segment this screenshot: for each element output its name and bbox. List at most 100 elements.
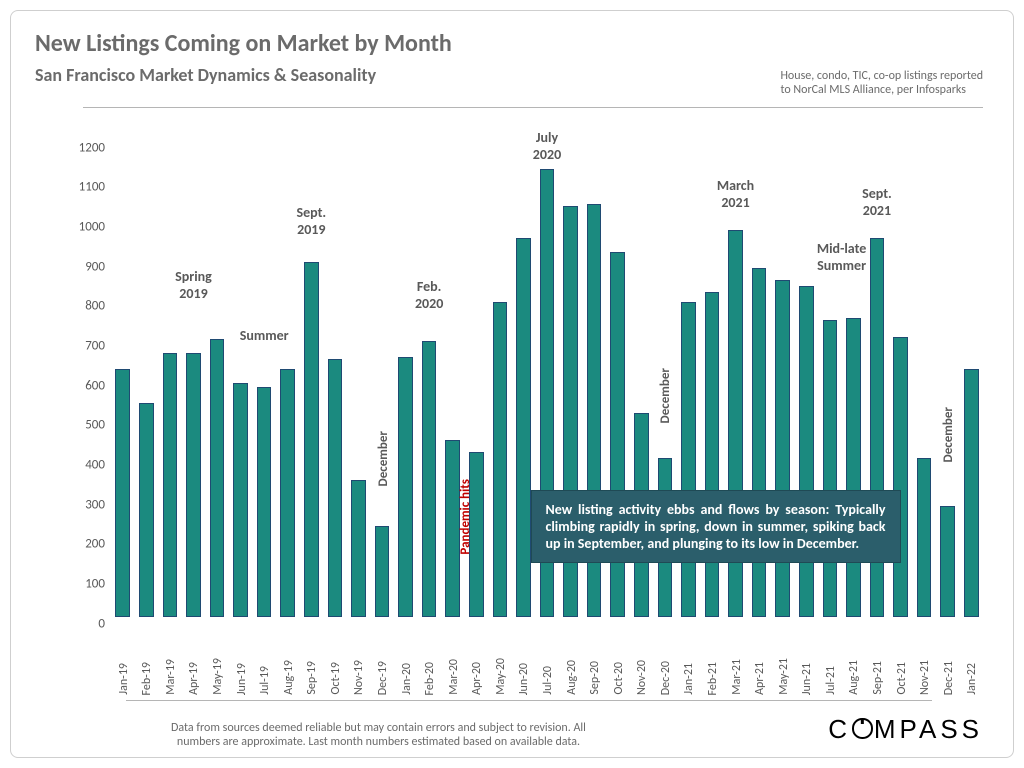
y-tick: 1000 [61,219,105,234]
annotation: Sept. 2021 [837,185,917,219]
y-tick: 0 [61,616,105,631]
x-label: Jan-21 [682,663,696,695]
annotation-rotated: December [376,431,391,486]
x-label: Mar-20 [447,659,461,695]
y-tick: 900 [61,259,105,274]
bar [681,302,696,617]
bar [398,357,413,617]
annotation: Summer [224,327,304,344]
compass-logo: CMPASS [828,714,983,745]
y-tick: 600 [61,378,105,393]
footer-rule [126,700,932,701]
source-note: House, condo, TIC, co-op listings report… [780,69,983,97]
x-label: Feb-21 [706,662,720,695]
annotation-rotated: December [941,407,956,462]
bar [186,353,201,617]
y-tick: 800 [61,299,105,314]
x-label: Jul-21 [824,666,838,695]
y-tick: 500 [61,418,105,433]
bar [917,458,932,617]
bar [139,403,154,617]
bar [823,320,838,618]
y-tick: 300 [61,497,105,512]
y-tick: 700 [61,338,105,353]
annotation: Mid-late Summer [802,240,882,274]
x-label: Feb-19 [140,662,154,695]
x-label: Feb-20 [423,662,437,695]
annotation: Sept. 2019 [271,204,351,238]
bar [257,387,272,617]
bar [163,353,178,617]
bar [799,286,814,617]
x-label: Mar-19 [164,659,178,695]
bar [304,262,319,617]
x-label: Jan-20 [400,663,414,695]
x-label: Aug-20 [565,660,579,695]
annotation: July 2020 [507,129,587,163]
bar [752,268,767,617]
bar [775,280,790,617]
bar [375,526,390,617]
y-tick: 200 [61,537,105,552]
x-label: Jun-20 [517,663,531,695]
bar [516,238,531,617]
x-label: Nov-21 [918,660,932,695]
chart-frame: New Listings Coming on Market by Month S… [10,10,1014,758]
annotation: Spring 2019 [153,268,233,302]
x-label: Apr-21 [753,662,767,695]
x-label: Apr-19 [187,662,201,695]
x-label: Aug-19 [282,660,296,695]
bar-chart: Jan-19Feb-19Mar-19Apr-19May-19Jun-19Jul-… [61,141,983,617]
plot-area: Jan-19Feb-19Mar-19Apr-19May-19Jun-19Jul-… [111,141,983,617]
bar [210,339,225,617]
bar [115,369,130,617]
x-label: Dec-19 [376,661,390,695]
bar [422,341,437,617]
x-label: Oct-20 [612,662,626,695]
y-tick: 100 [61,576,105,591]
x-label: Oct-19 [329,662,343,695]
bar [940,506,955,617]
x-label: Nov-20 [635,660,649,695]
y-tick: 1100 [61,180,105,195]
x-label: Aug-21 [847,660,861,695]
x-label: May-19 [211,658,225,695]
annotation: Feb. 2020 [389,278,469,312]
x-label: Jan-19 [117,663,131,695]
x-label: Jul-20 [541,666,555,695]
bar [233,383,248,617]
x-label: Jan-22 [965,663,979,695]
x-label: Dec-20 [659,661,673,695]
bar [846,318,861,617]
bar [280,369,295,617]
y-tick: 1200 [61,140,105,155]
x-label: Sep-19 [305,661,319,695]
x-label: Mar-21 [730,659,744,695]
x-label: Jul-19 [258,666,272,695]
annotation: March 2021 [696,177,776,211]
bar [964,369,979,617]
x-label: Apr-20 [470,662,484,695]
x-label: Oct-21 [895,662,909,695]
x-label: Sep-21 [871,661,885,695]
bar [328,359,343,617]
chart-title: New Listings Coming on Market by Month [35,29,989,58]
bar [493,302,508,617]
callout-box: New listing activity ebbs and flows by s… [531,490,901,563]
compass-o-icon [852,718,872,738]
x-label: Sep-20 [588,661,602,695]
bar [705,292,720,617]
bar [351,480,366,617]
annotation-rotated: December [658,368,673,423]
pandemic-label: Pandemic hits [458,479,473,555]
disclaimer-text: Data from sources deemed reliable but ma… [171,721,586,749]
x-label: May-20 [494,658,508,695]
x-label: Jun-21 [800,663,814,695]
header-rule [83,107,983,108]
bar [893,337,908,617]
x-label: Jun-19 [235,663,249,695]
x-label: Dec-21 [942,661,956,695]
x-label: May-21 [777,658,791,695]
y-tick: 400 [61,457,105,472]
x-label: Nov-19 [352,660,366,695]
